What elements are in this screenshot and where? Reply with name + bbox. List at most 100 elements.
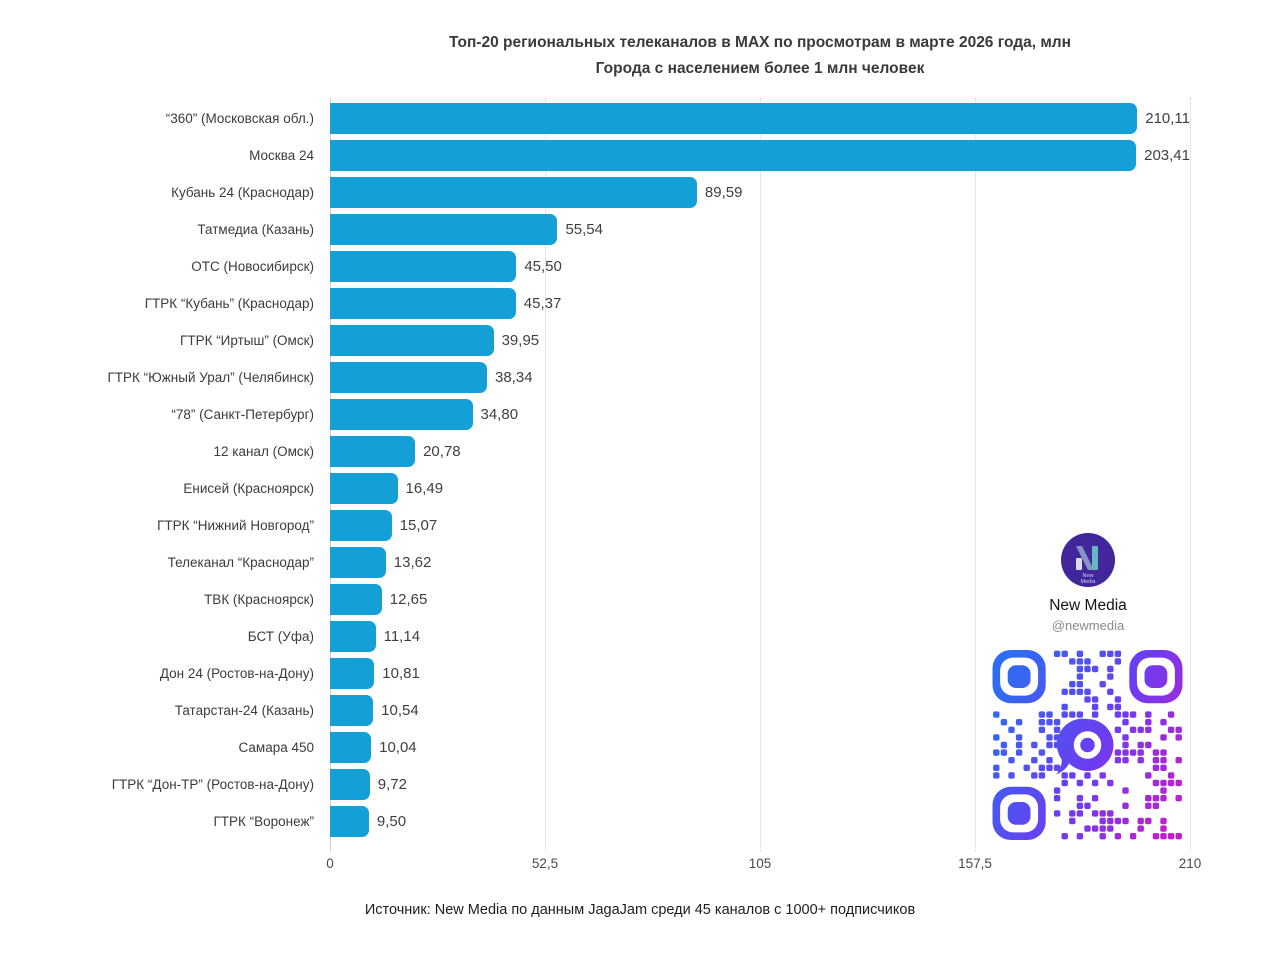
bar [330,584,382,615]
bar-row: 12 канал (Омск) 20,78 [0,433,1280,470]
bar-track: 210,11 [330,103,1190,134]
bar-row: ГТРК “Южный Урал” (Челябинск) 38,34 [0,359,1280,396]
bar-value: 9,50 [376,813,407,830]
bar [330,806,369,837]
bar-value: 10,54 [381,702,419,719]
x-tick-label: 0 [326,856,334,871]
bar-track: 38,34 [330,362,1190,393]
bar-row-label: ГТРК “Кубань” (Краснодар) [144,296,314,311]
bar-value: 11,14 [383,628,421,645]
bar [330,473,398,504]
bar-row-label: ОТС (Новосибирск) [191,259,314,274]
bar-row-label: ГТРК “Дон-ТР” (Ростов-на-Дону) [111,777,314,792]
bar-row-label: Самара 450 [238,740,315,755]
x-axis: 0 52,5 105 157,5 210 [326,856,1201,876]
bar-row-label: Телеканал “Краснодар” [167,555,314,570]
bar-track: 20,78 [330,436,1190,467]
bar-row-label: ГТРК “Иртыш” (Омск) [180,333,314,348]
bar-track: 12,65 [330,584,1190,615]
bar-row: Татмедиа (Казань) 55,54 [0,211,1280,248]
bar-track: 34,80 [330,399,1190,430]
bar [330,769,370,800]
bar-value: 89,59 [704,184,743,201]
bar-track: 16,49 [330,473,1190,504]
bar [330,695,374,726]
bar-row: “78” (Санкт-Петербург) 34,80 [0,396,1280,433]
bar-row: ТВК (Красноярск) 12,65 [0,581,1280,618]
qr-code-image [992,650,1183,840]
bar-row: ГТРК “Воронеж” 9,50 [0,803,1280,840]
chart-subtitle: Города с населением более 1 млн человек [595,60,925,77]
bar-row: Енисей (Красноярск) 16,49 [0,470,1280,507]
logo-text-line2: Media [1081,579,1097,585]
logo-text-line1: New [1082,573,1093,579]
brand-name: New Media [1049,597,1127,614]
source-note: Источник: New Media по данным JagaJam ср… [364,902,916,918]
bar-value: 210,11 [1145,110,1190,127]
bar [330,288,516,319]
bar-row-label: “360” (Московская обл.) [165,111,314,126]
bar [330,621,376,652]
bar-value: 9,72 [377,776,407,793]
bar-row-label: Кубань 24 (Краснодар) [171,185,314,200]
bar-value: 15,07 [399,517,438,534]
bar-track: 10,54 [330,695,1190,726]
bar-row-label: ТВК (Красноярск) [204,592,314,607]
chart-header: Топ-20 региональных телеканалов в MAX по… [330,30,1190,82]
bar-row-label: Енисей (Красноярск) [183,481,314,496]
bar-track: 11,14 [330,621,1190,652]
bar-row: БСТ (Уфа) 11,14 [0,618,1280,655]
bar-row-label: ГТРК “Воронеж” [213,814,314,829]
bar-track: 9,72 [330,769,1190,800]
bar-value: 45,37 [523,295,562,312]
bar-row-label: Москва 24 [249,148,314,163]
bar-row: ГТРК “Нижний Новгород” 15,07 [0,507,1280,544]
bar [330,547,386,578]
bar-track: 10,81 [330,658,1190,689]
x-tick-label: 105 [748,856,772,871]
bar [330,251,517,282]
bar-row: Телеканал “Краснодар” 13,62 [0,544,1280,581]
branding-block: New Media New Media @newmedia [1018,533,1158,633]
bar-row: Кубань 24 (Краснодар) 89,59 [0,174,1280,211]
bar-row-label: БСТ (Уфа) [247,629,314,644]
bar-track: 203,41 [330,140,1190,171]
bar-track: 55,54 [330,214,1190,245]
bar-track: 13,62 [330,547,1190,578]
bar [330,325,494,356]
bar-row: Самара 450 10,04 [0,729,1280,766]
bar-track: 10,04 [330,732,1190,763]
bar-row-label: Татарстан-24 (Казань) [174,703,314,718]
bar-row: Москва 24 203,41 [0,137,1280,174]
bar [330,362,487,393]
bar-row: Дон 24 (Ростов-на-Дону) 10,81 [0,655,1280,692]
bar-value: 16,49 [405,480,444,497]
bar-row: “360” (Московская обл.) 210,11 [0,100,1280,137]
bar-value: 45,50 [524,258,562,275]
bar-rows: “360” (Московская обл.) 210,11 Москва 24… [0,100,1280,840]
bar-value: 13,62 [393,554,432,571]
bar-row: ГТРК “Дон-ТР” (Ростов-на-Дону) 9,72 [0,766,1280,803]
x-tick-label: 210 [1178,856,1202,871]
bar [330,436,416,467]
bar [330,658,375,689]
bar-row-label: ГТРК “Нижний Новгород” [157,518,314,533]
bar-row: Татарстан-24 (Казань) 10,54 [0,692,1280,729]
bar-value: 12,65 [389,591,428,608]
bar [330,399,473,430]
bar-row: ГТРК “Иртыш” (Омск) 39,95 [0,322,1280,359]
bar-value: 203,41 [1144,147,1190,164]
bar-track: 89,59 [330,177,1190,208]
bar-value: 39,95 [501,332,540,349]
bar [330,510,392,541]
x-tick-label: 157,5 [958,856,992,871]
chart-title: Топ-20 региональных телеканалов в MAX по… [448,34,1071,51]
bar-row: ОТС (Новосибирск) 45,50 [0,248,1280,285]
bar-track: 45,37 [330,288,1190,319]
new-media-logo-icon: New Media [1061,533,1115,587]
bar-track: 9,50 [330,806,1190,837]
bar [330,140,1137,171]
bar-track: 39,95 [330,325,1190,356]
bar-value: 20,78 [423,443,461,460]
bar-value: 38,34 [495,369,533,386]
